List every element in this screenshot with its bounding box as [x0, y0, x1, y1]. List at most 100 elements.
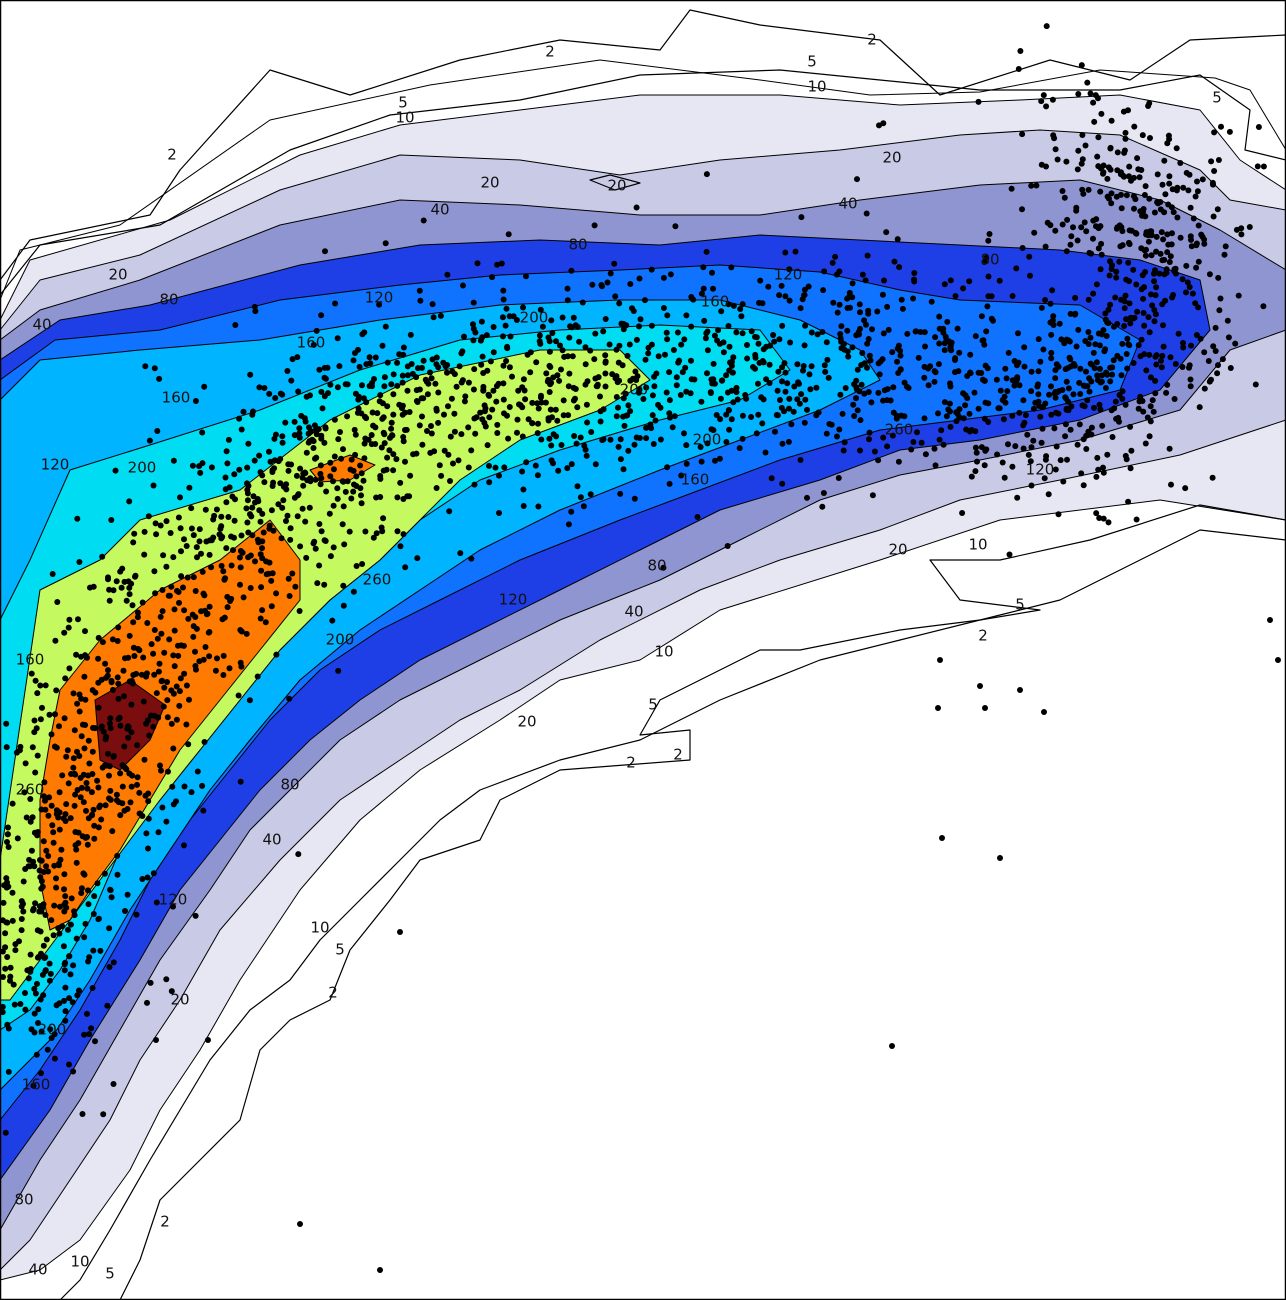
data-point: [577, 494, 584, 501]
data-point: [310, 438, 317, 445]
data-point: [1151, 209, 1158, 216]
data-point: [61, 871, 68, 878]
data-point: [42, 968, 49, 975]
data-point: [327, 553, 334, 560]
data-point: [1090, 290, 1097, 297]
data-point: [755, 340, 762, 347]
data-point: [889, 349, 896, 356]
data-point: [54, 599, 61, 605]
data-point: [428, 423, 434, 429]
data-point: [546, 435, 553, 442]
data-point: [666, 410, 673, 417]
data-point: [521, 387, 528, 394]
data-point: [859, 271, 866, 278]
data-point: [973, 449, 980, 456]
data-point: [602, 370, 609, 377]
data-point: [324, 364, 331, 371]
data-point: [171, 606, 178, 613]
data-point: [183, 682, 190, 689]
data-point: [329, 617, 336, 624]
data-point: [126, 678, 133, 685]
data-point: [493, 398, 500, 405]
data-point: [972, 468, 979, 475]
data-point: [662, 351, 668, 358]
data-point: [416, 422, 423, 429]
data-point: [95, 679, 102, 686]
data-point: [552, 406, 559, 413]
data-point: [227, 598, 234, 604]
data-point: [997, 387, 1004, 394]
data-point: [444, 271, 451, 278]
contour-label: 160: [16, 651, 45, 669]
data-point: [1172, 361, 1179, 367]
data-point: [363, 361, 370, 368]
data-point: [75, 829, 82, 836]
data-point: [565, 383, 572, 390]
data-point: [922, 343, 928, 350]
data-point: [9, 917, 16, 924]
data-point: [908, 446, 915, 453]
data-point: [660, 564, 667, 571]
data-point: [534, 400, 541, 407]
data-point: [1016, 382, 1023, 389]
data-point: [136, 789, 143, 796]
data-point: [911, 270, 918, 276]
data-point: [840, 447, 847, 454]
data-point: [262, 619, 269, 626]
contour-label: 5: [335, 941, 345, 959]
data-point: [1062, 421, 1069, 428]
data-point: [97, 947, 104, 954]
data-point: [170, 457, 177, 464]
data-point: [1156, 270, 1163, 277]
data-point: [180, 642, 187, 649]
data-point: [1040, 404, 1047, 410]
data-point: [565, 521, 572, 528]
data-point: [1121, 173, 1127, 180]
data-point: [801, 342, 808, 349]
data-point: [698, 290, 705, 297]
data-point: [672, 223, 679, 230]
data-point: [643, 435, 650, 442]
data-point: [98, 816, 105, 823]
data-point: [145, 513, 152, 520]
contour-label: 2: [673, 746, 683, 764]
data-point: [1157, 250, 1164, 257]
data-point: [400, 434, 407, 440]
data-point: [704, 370, 710, 377]
data-point: [74, 748, 80, 755]
data-point: [520, 304, 526, 311]
data-point: [978, 370, 985, 376]
data-point: [76, 559, 83, 565]
data-point: [716, 455, 723, 462]
data-point: [663, 389, 670, 396]
data-point: [710, 360, 717, 367]
data-point: [1096, 515, 1103, 521]
data-point: [1190, 215, 1197, 222]
data-point: [1149, 302, 1156, 309]
data-point: [611, 260, 618, 267]
data-point: [1086, 249, 1093, 256]
data-point: [100, 1111, 107, 1118]
data-point: [978, 313, 985, 320]
data-point: [718, 308, 725, 315]
data-point: [560, 397, 567, 404]
data-point: [1074, 166, 1081, 173]
data-point: [295, 851, 302, 858]
data-point: [1187, 383, 1194, 390]
data-point: [400, 344, 407, 351]
data-point: [981, 462, 988, 469]
data-point: [368, 432, 375, 438]
data-point: [74, 992, 81, 999]
data-point: [70, 764, 77, 771]
data-point: [494, 261, 501, 268]
data-point: [697, 444, 704, 450]
data-point: [719, 377, 725, 384]
data-point: [688, 357, 694, 364]
data-point: [597, 393, 603, 400]
data-point: [613, 413, 620, 420]
data-point: [1192, 193, 1199, 200]
data-point: [941, 281, 948, 288]
data-point: [409, 370, 416, 377]
data-point: [102, 802, 109, 809]
data-point: [436, 462, 443, 469]
